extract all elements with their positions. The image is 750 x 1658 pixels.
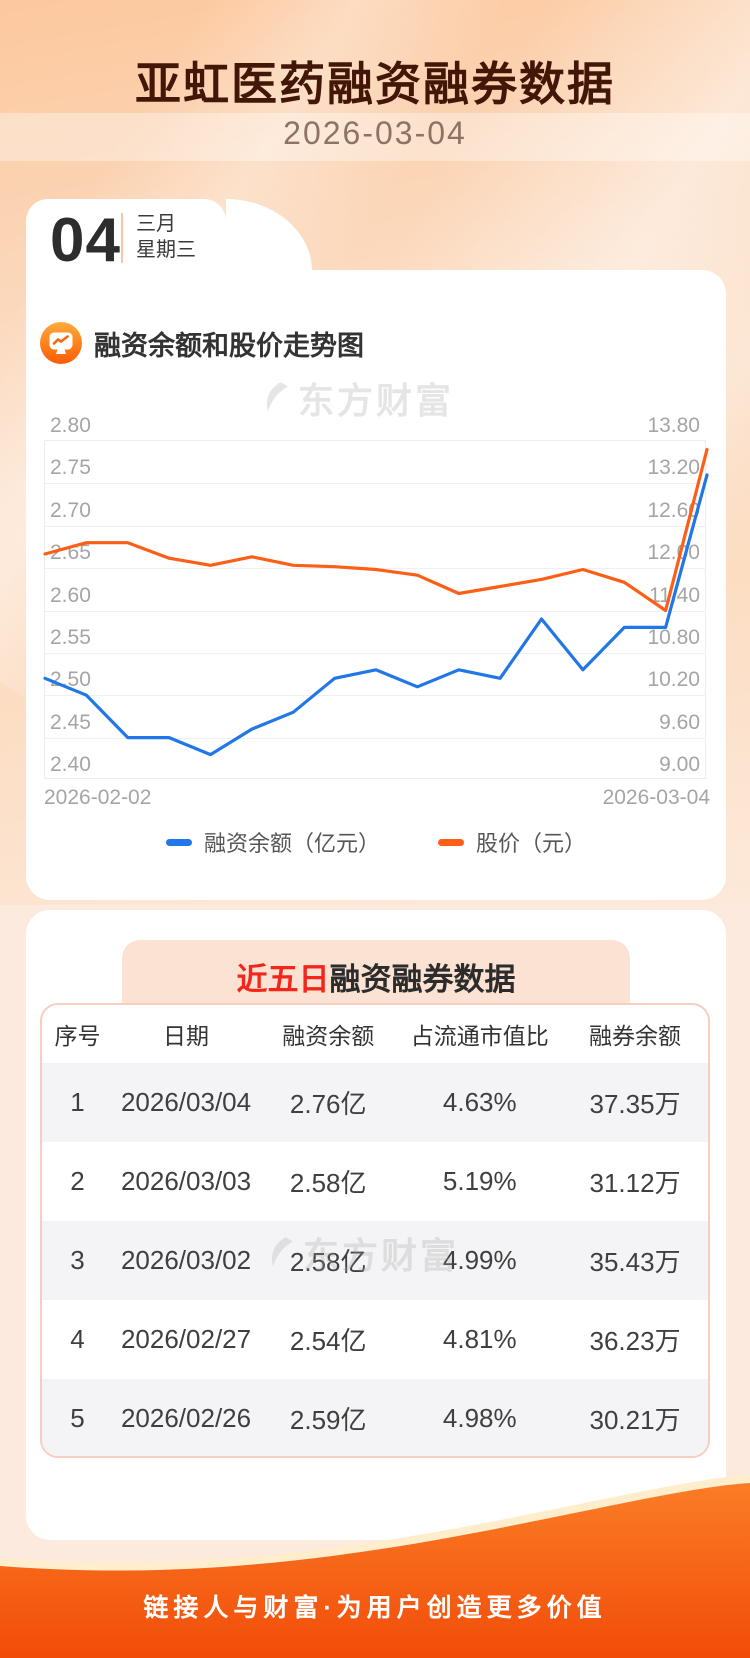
- date-month: 三月: [136, 213, 176, 235]
- y-axis-tick-left: 2.45: [50, 710, 91, 734]
- y-axis-tick-left: 2.55: [50, 625, 91, 649]
- watermark-text: 东方财富: [298, 380, 455, 421]
- column-header: 融券余额: [589, 1023, 682, 1049]
- y-axis-tick-left: 2.75: [50, 456, 91, 480]
- footer-wave: [0, 1475, 750, 1658]
- column-header: 占流通市值比: [410, 1023, 549, 1049]
- table-body: 1 2026/03/04 2.76亿 4.63% 37.35万 2 2026/03/03 2.…: [42, 1063, 708, 1456]
- y-axis-tick-right: 9.00: [659, 753, 700, 776]
- table-cell: 31.12万: [589, 1168, 681, 1198]
- table-row: 5 2026/02/26 2.59亿 4.98% 30.21万: [42, 1379, 708, 1456]
- legend-label: 股价（元）: [476, 831, 587, 856]
- y-axis-tick-right: 9.60: [659, 710, 700, 734]
- gridline: [45, 652, 705, 654]
- decor-band: [0, 113, 750, 161]
- table-cell: 35.43万: [589, 1247, 681, 1277]
- y-axis-tick-right: 10.80: [647, 625, 700, 649]
- table-cell: 4.99%: [442, 1245, 517, 1275]
- y-axis-tick-left: 2.40: [50, 753, 91, 776]
- table-cell: 2: [70, 1166, 85, 1196]
- stock-price-line: [43, 447, 709, 613]
- banner-highlight: 近五日: [236, 962, 330, 997]
- brand-swoosh-icon: [267, 382, 288, 412]
- date-divider: [121, 213, 123, 263]
- gridline: [45, 737, 705, 739]
- table-cell: 2026/03/02: [120, 1245, 252, 1275]
- financing-balance-line: [43, 473, 709, 757]
- table-cell: 2026/03/04: [120, 1087, 252, 1117]
- legend-item-price: 股价（元）: [438, 826, 586, 858]
- column-header: 日期: [163, 1023, 210, 1049]
- table-cell: 2.59亿: [289, 1405, 367, 1435]
- gridline: [45, 525, 705, 527]
- banner-rest: 融资融券数据: [329, 962, 516, 997]
- y-axis-tick-left: 2.70: [50, 498, 91, 522]
- footer-tagline: 链接人与财富·为用户创造更多价值: [143, 1594, 607, 1622]
- page-date: 2026-03-04: [283, 115, 467, 151]
- gridline: [45, 610, 705, 612]
- x-axis-start-label: 2026-02-02: [44, 786, 152, 809]
- table-cell: 2026/02/26: [120, 1403, 252, 1433]
- legend-swatch-blue: [165, 838, 192, 846]
- table-cell: 2026/02/27: [120, 1324, 252, 1354]
- table-cell: 2.76亿: [289, 1089, 367, 1119]
- watermark-brand: 东方财富: [262, 372, 454, 424]
- legend-label: 融资余额（亿元）: [203, 831, 380, 856]
- table-cell: 4: [70, 1324, 85, 1354]
- y-axis-tick-right: 13.80: [647, 414, 700, 437]
- table-cell: 4.98%: [442, 1403, 517, 1433]
- table-cell: 30.21万: [589, 1405, 681, 1435]
- table-header-row: 序号 日期 融资余额 占流通市值比 融券余额: [42, 1005, 708, 1063]
- table-cell: 4.63%: [442, 1087, 517, 1117]
- date-month-weekday: 三月 星期三: [136, 211, 196, 263]
- y-axis-tick-right: 10.20: [647, 668, 700, 692]
- y-axis-tick-left: 2.65: [50, 541, 91, 565]
- column-header: 序号: [54, 1023, 101, 1049]
- legend-swatch-orange: [438, 838, 464, 846]
- table-row: 1 2026/03/04 2.76亿 4.63% 37.35万: [42, 1063, 708, 1142]
- table-row: 4 2026/02/27 2.54亿 4.81% 36.23万: [42, 1300, 708, 1379]
- chart-legend: 融资余额（亿元） 股价（元）: [26, 826, 726, 858]
- table-row: 3 2026/03/02 2.58亿 4.99% 35.43万: [42, 1221, 708, 1300]
- gridline: [45, 695, 705, 697]
- day-number: 04: [50, 206, 121, 275]
- chart-header: 融资余额和股价走势图: [40, 322, 364, 364]
- table-cell: 5.19%: [442, 1166, 517, 1196]
- chart-plot-area: 2.80 13.80 2.75 13.20 2.70 12.60 2.65 12.00 2.60…: [43, 414, 709, 779]
- table-row: 2 2026/03/03 2.58亿 5.19% 31.12万: [42, 1142, 708, 1221]
- x-axis-end-label: 2026-03-04: [602, 786, 710, 809]
- table-cell: 37.35万: [589, 1089, 681, 1119]
- table-cell: 4.81%: [442, 1324, 517, 1354]
- gridline: [45, 483, 705, 485]
- table-cell: 2.58亿: [289, 1247, 367, 1277]
- table-cell: 3: [70, 1245, 85, 1275]
- chart-title: 融资余额和股价走势图: [94, 330, 364, 361]
- column-header: 融资余额: [282, 1023, 375, 1049]
- chart-monitor-icon: [40, 322, 82, 364]
- table-cell: 1: [70, 1087, 85, 1117]
- table-cell: 5: [70, 1403, 85, 1433]
- y-axis-tick-right: 12.60: [647, 498, 700, 522]
- chart-lines: [43, 447, 709, 757]
- table-cell: 2.58亿: [289, 1168, 367, 1198]
- chart-card: 融资余额和股价走势图 东方财富 2.80 13.80 2.75 13.20 2.70 12…: [26, 270, 726, 900]
- table-cell: 36.23万: [589, 1326, 681, 1356]
- page-title: 亚虹医药融资融券数据: [135, 58, 615, 110]
- date-weekday: 星期三: [136, 239, 196, 261]
- y-axis-tick-left: 2.80: [50, 414, 91, 437]
- y-axis-tick-right: 13.20: [647, 456, 700, 480]
- table-cell: 2.54亿: [289, 1326, 367, 1356]
- y-axis-tick-left: 2.60: [50, 583, 91, 607]
- data-table: 序号 日期 融资余额 占流通市值比 融券余额 1 2026/03/04 2.76亿 4…: [40, 1003, 710, 1458]
- table-cell: 2026/03/03: [120, 1166, 252, 1196]
- legend-item-financing: 融资余额（亿元）: [165, 826, 380, 858]
- date-card: 04 三月 星期三: [26, 199, 226, 275]
- footer: 链接人与财富·为用户创造更多价值: [0, 1468, 750, 1658]
